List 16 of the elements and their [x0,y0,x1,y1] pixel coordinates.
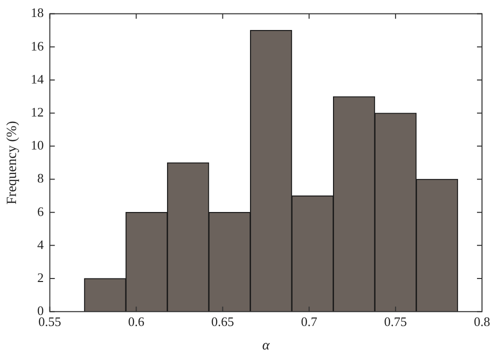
x-axis-title: α [262,338,270,354]
x-tick-label: 0.8 [474,314,490,329]
y-tick-label: 16 [30,38,44,54]
y-tick-label: 8 [37,170,44,186]
y-tick-label: 6 [37,204,44,219]
x-tick-label: 0.7 [300,314,318,329]
x-tick-label: 0.65 [211,314,234,329]
y-axis-title: Frequency (%) [5,120,20,204]
y-tick-label: 14 [30,71,44,86]
y-tick-label: 12 [30,104,44,120]
y-tick-label: 10 [30,138,44,153]
x-tick-label: 0.6 [128,314,145,329]
y-tick-label: 2 [37,270,44,285]
y-tick-label: 18 [30,5,44,20]
y-tick-label: 4 [37,236,44,252]
x-tick-label: 0.75 [384,314,407,329]
